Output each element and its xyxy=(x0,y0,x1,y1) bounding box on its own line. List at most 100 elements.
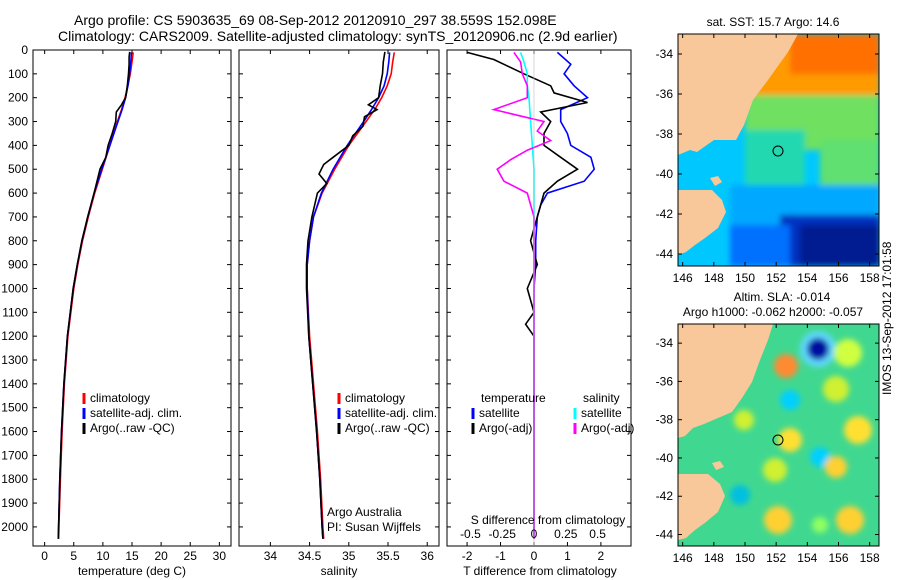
depth-tick-label: 0 xyxy=(21,43,28,57)
depth-tick-label: 1500 xyxy=(1,401,28,415)
sst-map-title: sat. SST: 15.7 Argo: 14.6 xyxy=(707,15,840,29)
s-difference-tick-label: -0.25 xyxy=(489,527,517,541)
map-lat-label: -36 xyxy=(656,87,674,101)
x-tick-label: 34.5 xyxy=(298,549,322,563)
x-tick-label: 20 xyxy=(154,549,168,563)
difference-series xyxy=(466,50,596,546)
map-lon-label: 150 xyxy=(735,271,755,285)
temperature-series xyxy=(57,51,134,539)
depth-tick-label: 1200 xyxy=(1,329,28,343)
sla-map: Altim. SLA: -0.014 Argo h1000: -0.062 h2… xyxy=(656,290,880,565)
x-tick-label: 0 xyxy=(41,549,48,563)
depth-tick-label: 500 xyxy=(8,162,28,176)
x-tick-label: 15 xyxy=(125,549,139,563)
legend-label: satellite xyxy=(581,406,622,420)
legend-label: satellite xyxy=(479,406,520,420)
legend-label: climatology xyxy=(90,391,150,405)
argo-australia-note: Argo Australia xyxy=(327,505,402,519)
depth-axis: 0 100 200 300 400 500 600 700 800 900 1000 1100 1200… xyxy=(1,43,231,534)
map-lat-label: -42 xyxy=(656,489,674,503)
sla-map-axes: 146 148 150 152 154 156 158 -34 -36 -38 -40 -42 -44 xyxy=(656,324,880,565)
map-lon-label: 154 xyxy=(797,271,817,285)
legend-label: climatology xyxy=(345,391,405,405)
series-line-argo xyxy=(305,51,386,539)
depth-tick-label: 600 xyxy=(8,186,28,200)
salinity-depth-ticks xyxy=(239,49,439,528)
depth-tick-label: 1600 xyxy=(1,425,28,439)
figure-title-line-1: Argo profile: CS 5903635_69 08-Sep-2012 … xyxy=(74,12,557,28)
salinity-panel: 34 34.5 35 35.5 36 salinity climatologysatel… xyxy=(238,49,440,578)
depth-tick-label: 700 xyxy=(8,210,28,224)
legend-label: satellite-adj. clim. xyxy=(90,406,182,420)
temperature-panel: 0100200300400500600700800900100011001200… xyxy=(1,43,232,578)
s-difference-tick-label: 0.25 xyxy=(554,527,578,541)
difference-depth-ticks xyxy=(447,49,631,528)
map-lon-label: 156 xyxy=(828,271,848,285)
map-lon-label: 146 xyxy=(673,551,693,565)
s-difference-tick-label: 0 xyxy=(531,527,538,541)
legend-label: Argo(..raw -QC) xyxy=(90,421,175,435)
x-tick-label: 5 xyxy=(70,549,77,563)
salinity-axes-box xyxy=(238,49,440,547)
argo-position-marker xyxy=(772,145,784,157)
temperature-axes-box xyxy=(32,49,232,547)
pi-name-note: PI: Susan Wijffels xyxy=(327,520,421,534)
x-tick-label: 1 xyxy=(564,549,571,563)
legend-heading-salinity: salinity xyxy=(583,391,620,405)
x-tick-label: 2 xyxy=(598,549,605,563)
depth-tick-label: 800 xyxy=(8,234,28,248)
map-lon-label: 150 xyxy=(735,551,755,565)
x-tick-label: 25 xyxy=(184,549,198,563)
land-mainland-sla xyxy=(678,324,773,438)
legend-label: satellite-adj. clim. xyxy=(345,406,437,420)
land-tasmania-sla xyxy=(678,474,725,540)
map-lon-label: 148 xyxy=(704,551,724,565)
depth-tick-label: 300 xyxy=(8,115,28,129)
map-lon-label: 156 xyxy=(828,551,848,565)
map-lat-label: -44 xyxy=(656,247,674,261)
x-tick-label: 34 xyxy=(264,549,278,563)
map-lon-label: 152 xyxy=(766,271,786,285)
map-lon-label: 158 xyxy=(860,551,880,565)
legend-label: Argo(..raw -QC) xyxy=(345,421,430,435)
salinity-series xyxy=(305,51,396,539)
map-lat-label: -34 xyxy=(656,47,674,61)
map-lat-label: -34 xyxy=(656,336,674,350)
s-difference-xlabel: S difference from climatology xyxy=(471,513,626,527)
sst-map-axes: 146 148 150 152 154 156 158 -34 -36 -38 -40 -42 -44 xyxy=(656,34,880,285)
salinity-xlabel: salinity xyxy=(321,564,358,578)
x-tick-label: -2 xyxy=(462,549,473,563)
depth-tick-label: 1900 xyxy=(1,496,28,510)
depth-tick-label: 1100 xyxy=(2,305,28,319)
sla-map-subtitle: Argo h1000: -0.062 h2000: -0.057 xyxy=(683,305,863,319)
land-mainland xyxy=(678,34,798,155)
depth-tick-label: 400 xyxy=(8,138,28,152)
s-difference-tick-label: 0.5 xyxy=(589,527,606,541)
map-lon-label: 154 xyxy=(797,551,817,565)
map-lat-label: -38 xyxy=(656,413,674,427)
x-tick-label: 30 xyxy=(213,549,227,563)
temperature-x-axis: 0 5 10 15 20 25 30 xyxy=(41,50,226,563)
map-lat-label: -36 xyxy=(656,374,674,388)
depth-tick-label: 900 xyxy=(8,258,28,272)
x-tick-label: 35 xyxy=(342,549,356,563)
map-lon-label: 152 xyxy=(766,551,786,565)
s-difference-tick-label: -0.5 xyxy=(460,527,481,541)
map-lon-label: 146 xyxy=(673,271,693,285)
depth-tick-label: 100 xyxy=(8,67,28,81)
depth-tick-label: 200 xyxy=(8,91,28,105)
depth-tick-label: 1300 xyxy=(1,353,28,367)
difference-panel: -2 -1 0 1 2 S difference from climatology -0… xyxy=(446,49,634,578)
map-lat-label: -40 xyxy=(656,451,674,465)
map-lon-label: 148 xyxy=(704,271,724,285)
map-lat-label: -38 xyxy=(656,127,674,141)
land-tasmania xyxy=(678,190,726,255)
series-line-argo xyxy=(57,51,131,539)
s-difference-ticks: -0.5 -0.25 0 0.25 0.5 xyxy=(460,527,606,541)
legend-label: Argo(-adj) xyxy=(581,421,634,435)
difference-legend: temperature salinitysatelliteArgo(-adj)sa… xyxy=(471,391,634,435)
x-tick-label: 35.5 xyxy=(376,549,400,563)
legend-label: Argo(-adj) xyxy=(479,421,532,435)
